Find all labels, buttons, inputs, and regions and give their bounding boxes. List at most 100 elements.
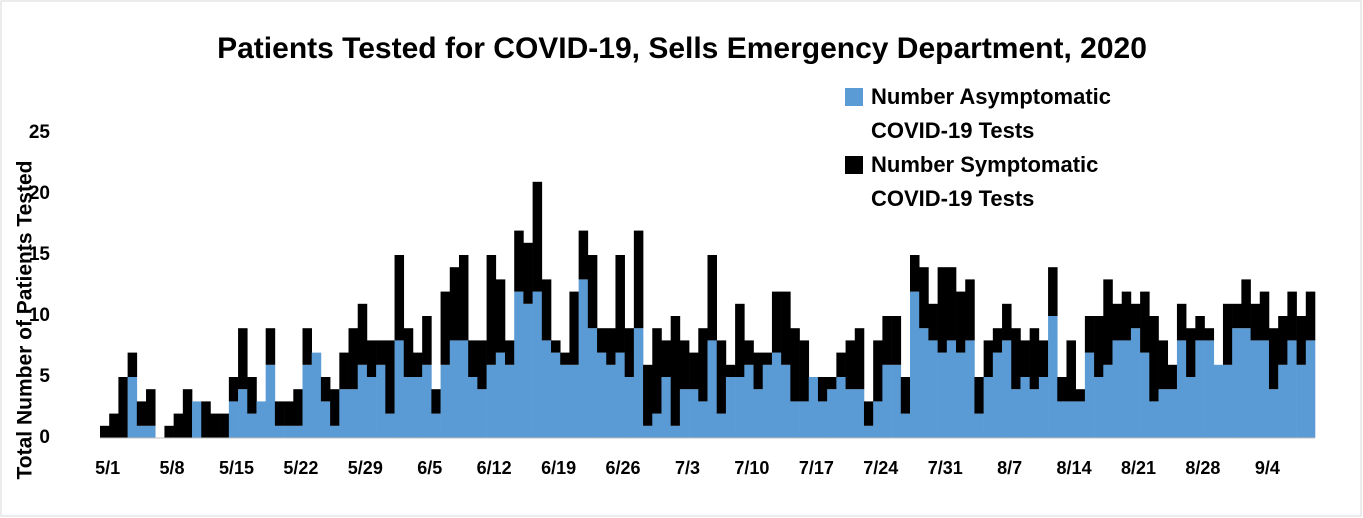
bar-segment	[311, 352, 322, 438]
bar-segment	[449, 267, 460, 341]
bar-segment	[992, 328, 1003, 353]
bar-segment	[1057, 401, 1067, 438]
bar-segment	[127, 352, 138, 377]
bar-segment	[900, 413, 911, 438]
bar-segment	[560, 364, 570, 438]
bar-segment	[293, 389, 303, 426]
x-tick-label: 5/1	[95, 458, 120, 478]
bar-segment	[330, 425, 340, 438]
bar-segment	[597, 328, 607, 353]
bar-segment	[845, 389, 856, 438]
bar-segment	[946, 340, 957, 438]
bar-segment	[1305, 291, 1316, 341]
bar-segment	[440, 364, 451, 438]
bar-segment	[1186, 377, 1196, 438]
bar-segment	[1287, 291, 1297, 341]
bar-segment	[1296, 316, 1307, 365]
y-tick-label: 10	[29, 305, 50, 326]
bar-segment	[109, 413, 119, 438]
bar-segment	[725, 364, 736, 377]
bar-segment	[1259, 340, 1270, 438]
chart-title: Patients Tested for COVID-19, Sells Emer…	[217, 32, 1147, 65]
bar-segment	[1112, 303, 1123, 341]
bar-segment	[1057, 377, 1067, 402]
bar-segment	[946, 267, 957, 341]
bar-segment	[431, 413, 441, 438]
bar-segment	[523, 303, 533, 438]
bar-segment	[670, 316, 681, 426]
bar-segment	[1250, 340, 1261, 438]
bar-segment	[431, 389, 441, 414]
x-tick-label: 8/21	[1121, 458, 1156, 478]
bar-segment	[1268, 328, 1279, 390]
bar-segment	[735, 377, 745, 438]
x-tick-label: 5/22	[283, 458, 318, 478]
bar-segment	[836, 352, 846, 377]
bar-segment	[1158, 340, 1169, 390]
bar-segment	[1213, 364, 1224, 438]
bar-segment	[1029, 328, 1040, 390]
bar-segment	[587, 328, 598, 438]
bar-segment	[477, 340, 487, 390]
bar-segment	[1195, 340, 1205, 438]
bar-segment	[854, 389, 865, 438]
bar-segment	[587, 255, 598, 329]
bar-segment	[541, 340, 552, 438]
bar-segment	[1232, 303, 1242, 329]
bar-segment	[1278, 316, 1288, 365]
bar-segment	[799, 340, 810, 402]
bar-segment	[238, 328, 248, 390]
bar-segment	[1038, 377, 1049, 438]
bar-segment	[505, 340, 515, 365]
bar-segment	[928, 340, 938, 438]
bar-segment	[1103, 364, 1113, 438]
bar-segment	[201, 401, 211, 438]
bar-segment	[551, 352, 561, 438]
bar-segment	[366, 377, 377, 438]
bar-segment	[606, 364, 616, 438]
bar-segment	[274, 401, 285, 426]
bar-segment	[652, 328, 662, 414]
bar-segment	[274, 425, 285, 438]
x-tick-label: 6/12	[477, 458, 512, 478]
bar-segment	[412, 377, 423, 438]
x-tick-label: 5/15	[219, 458, 254, 478]
bar-segment	[339, 352, 349, 390]
bar-segment	[1250, 303, 1261, 341]
x-tick-label: 7/10	[734, 458, 769, 478]
legend-item: Number Asymptomatic COVID-19 Tests	[845, 80, 1165, 148]
bar-segment	[514, 291, 524, 438]
bar-segment	[928, 303, 938, 341]
bar-segment	[661, 377, 671, 438]
y-tick-label: 0	[39, 427, 50, 448]
bar-segment	[845, 340, 856, 390]
bar-segment	[394, 255, 405, 341]
bar-segment	[1020, 377, 1030, 438]
bar-segment	[1002, 303, 1012, 341]
bar-segment	[983, 340, 994, 377]
bar-segment	[716, 340, 727, 414]
bar-segment	[1278, 364, 1288, 438]
bar-segment	[551, 340, 561, 353]
bar-segment	[974, 413, 984, 438]
bar-segment	[394, 340, 405, 438]
bar-segment	[1094, 316, 1104, 377]
bar-segment	[817, 377, 828, 402]
bar-segment	[486, 255, 497, 365]
bar-segment	[357, 364, 368, 438]
bar-segment	[1241, 279, 1251, 329]
bar-segment	[1222, 303, 1233, 365]
bar-segment	[1011, 328, 1021, 390]
bar-segment	[1121, 291, 1132, 341]
bar-segment	[164, 425, 174, 438]
x-tick-label: 6/19	[541, 458, 576, 478]
bar-segment	[1094, 377, 1104, 438]
bar-segment	[689, 389, 699, 438]
x-tick-label: 7/17	[799, 458, 834, 478]
bar-segment	[449, 340, 460, 438]
bar-segment	[1029, 389, 1040, 438]
bar-segment	[505, 364, 515, 438]
bar-segment	[514, 230, 524, 292]
bar-segment	[1305, 340, 1316, 438]
bar-segment	[1103, 279, 1113, 365]
